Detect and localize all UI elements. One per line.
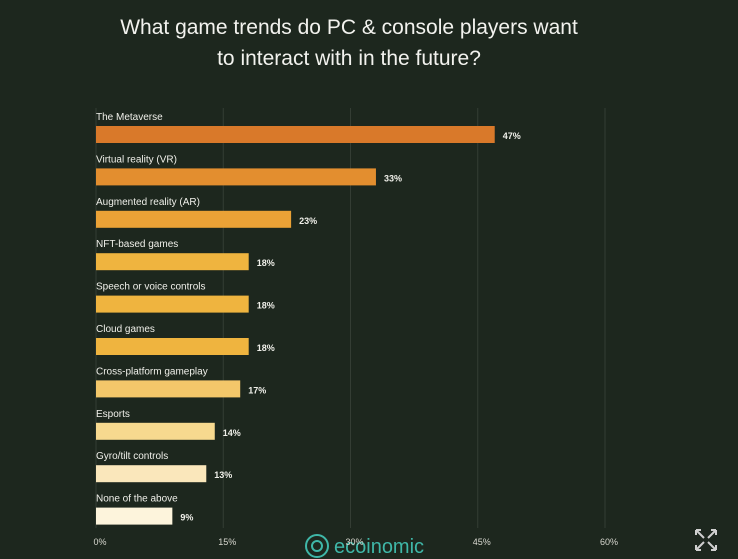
value-label: 23% xyxy=(299,216,317,226)
value-label: 47% xyxy=(503,131,521,141)
bar xyxy=(96,465,207,483)
value-label: 13% xyxy=(214,470,232,480)
bar xyxy=(96,338,249,355)
category-label: None of the above xyxy=(96,494,178,505)
bar xyxy=(96,422,215,440)
value-label: 18% xyxy=(257,343,275,353)
category-label: Cross-platform gameplay xyxy=(96,366,208,377)
value-label: 33% xyxy=(384,173,402,183)
bar xyxy=(96,210,292,228)
watermark: ecoinomic xyxy=(334,536,424,558)
category-label: Virtual reality (VR) xyxy=(96,154,177,165)
value-label: 17% xyxy=(248,385,266,395)
category-label: Cloud games xyxy=(96,324,155,335)
category-label: Augmented reality (AR) xyxy=(96,197,200,208)
value-label: 18% xyxy=(257,301,275,311)
bar xyxy=(96,168,376,186)
category-label: Gyro/tilt controls xyxy=(96,451,168,462)
bar xyxy=(96,253,249,271)
x-tick-label: 60% xyxy=(600,537,618,547)
bar xyxy=(96,126,495,143)
category-label: The Metaverse xyxy=(96,112,163,123)
value-label: 14% xyxy=(223,428,241,438)
logo xyxy=(305,534,329,558)
bar xyxy=(96,380,241,398)
bar xyxy=(96,295,249,313)
value-label: 9% xyxy=(180,513,193,523)
category-label: NFT-based games xyxy=(96,239,178,250)
x-tick-label: 0% xyxy=(93,537,106,547)
expand-icon[interactable] xyxy=(695,529,717,551)
x-tick-label: 45% xyxy=(473,537,491,547)
x-tick-label: 30% xyxy=(345,537,363,547)
bar xyxy=(96,507,173,525)
category-label: Speech or voice controls xyxy=(96,282,206,293)
chart-title: What game trends do PC & console players… xyxy=(120,16,578,70)
x-tick-label: 15% xyxy=(218,537,236,547)
value-label: 18% xyxy=(257,258,275,268)
category-label: Esports xyxy=(96,409,130,420)
